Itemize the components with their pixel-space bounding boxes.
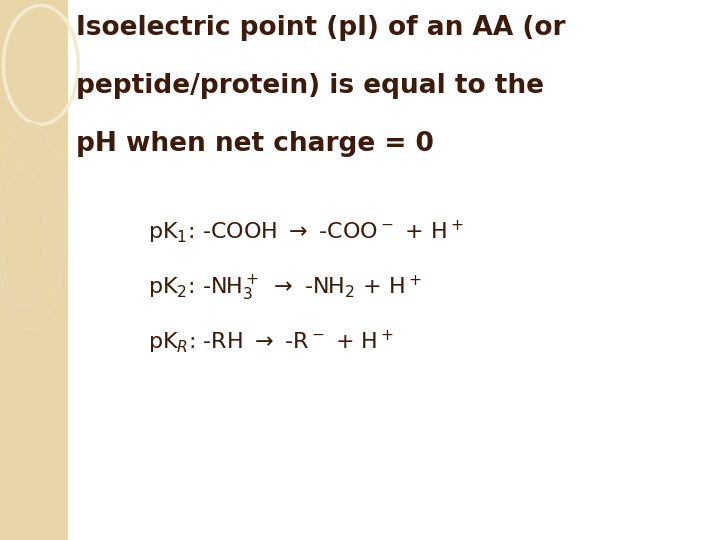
Text: pK$_2$: -NH$_3^+$ $\rightarrow$ -NH$_2$ + H$^+$: pK$_2$: -NH$_3^+$ $\rightarrow$ -NH$_2$ … [148,274,421,303]
Text: pK$_1$: -COOH $\rightarrow$ -COO$^-$ + H$^+$: pK$_1$: -COOH $\rightarrow$ -COO$^-$ + H… [148,219,464,246]
Text: pK$_R$: -RH $\rightarrow$ -R$^-$ + H$^+$: pK$_R$: -RH $\rightarrow$ -R$^-$ + H$^+$ [148,329,394,356]
Text: Isoelectric point (pI) of an AA (or: Isoelectric point (pI) of an AA (or [76,15,565,41]
Text: pH when net charge = 0: pH when net charge = 0 [76,131,434,157]
Bar [0,0,68,540]
Text: peptide/protein) is equal to the: peptide/protein) is equal to the [76,73,544,99]
